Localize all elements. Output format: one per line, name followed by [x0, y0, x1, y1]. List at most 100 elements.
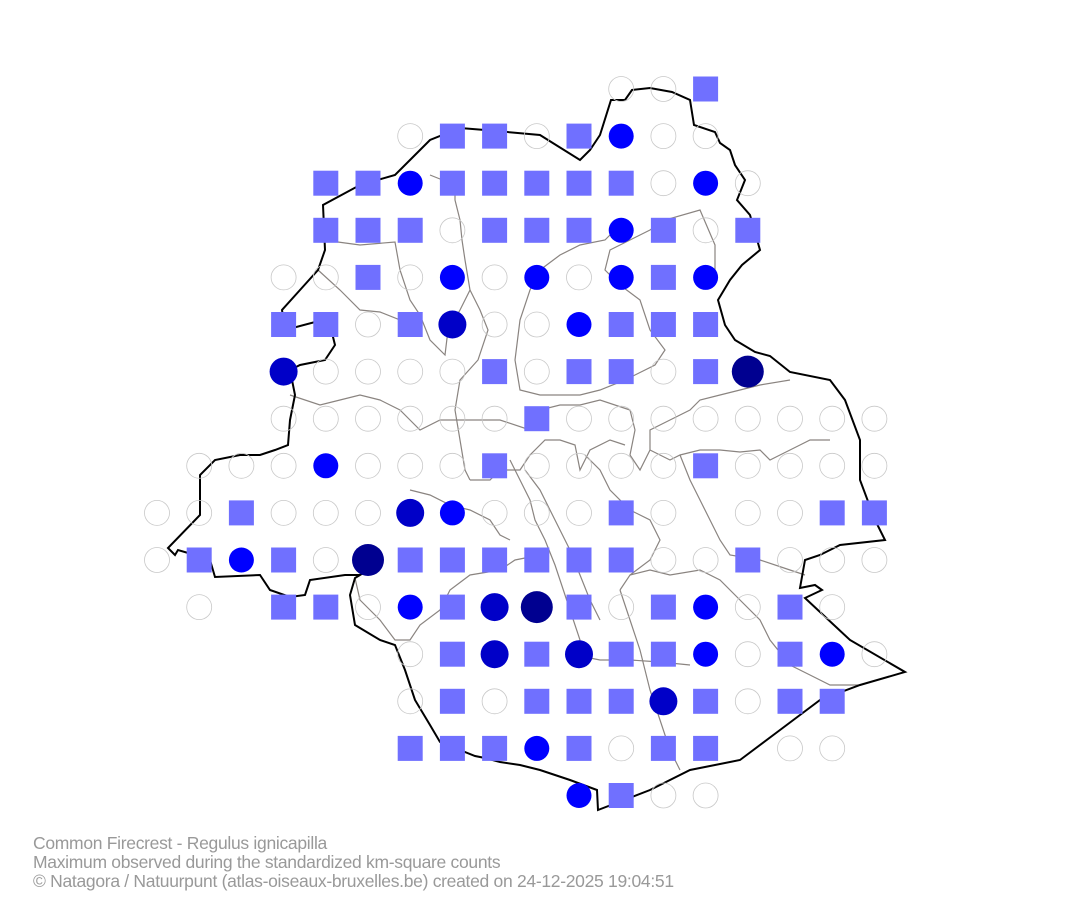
- square-marker: [777, 641, 803, 667]
- municipal-boundary: [584, 454, 661, 591]
- circle-marker-a: [608, 264, 634, 290]
- empty-square-marker: [650, 76, 677, 102]
- square-marker: [397, 735, 423, 761]
- empty-square-marker: [734, 500, 761, 526]
- circle-marker-a: [693, 170, 719, 196]
- circle-marker-a: [524, 735, 550, 761]
- empty-square-marker: [144, 500, 170, 526]
- square-marker: [693, 312, 719, 337]
- square-marker: [482, 735, 508, 761]
- square-marker: [735, 547, 761, 573]
- circle-marker-a: [819, 641, 845, 667]
- square-marker: [693, 453, 719, 479]
- empty-square-marker: [650, 452, 677, 479]
- square-marker: [650, 312, 676, 337]
- empty-square-marker: [312, 547, 339, 573]
- circle-marker-a: [693, 641, 719, 667]
- square-marker: [482, 123, 508, 149]
- square-marker: [355, 217, 381, 243]
- empty-square-marker: [355, 500, 381, 526]
- circle-marker-a: [608, 123, 634, 149]
- square-marker: [566, 123, 592, 149]
- empty-square-marker: [481, 311, 508, 338]
- square-marker: [439, 594, 465, 620]
- empty-square-marker: [397, 123, 424, 150]
- circle-marker-a: [228, 547, 254, 573]
- square-marker: [566, 688, 592, 714]
- empty-square-marker: [650, 170, 677, 197]
- empty-square-marker: [523, 311, 550, 338]
- empty-square-marker: [312, 264, 339, 291]
- square-marker: [524, 217, 550, 243]
- municipal-boundary: [629, 569, 860, 686]
- empty-square-marker: [734, 405, 761, 432]
- distribution-map: [144, 76, 908, 812]
- square-marker: [566, 594, 592, 620]
- circle-marker-c: [520, 591, 553, 624]
- square-marker: [819, 688, 845, 714]
- empty-square-marker: [439, 452, 466, 479]
- square-marker: [355, 264, 381, 290]
- square-marker: [524, 170, 550, 196]
- square-marker: [608, 500, 634, 526]
- empty-square-marker: [481, 264, 508, 291]
- square-marker: [397, 312, 423, 337]
- empty-square-marker: [523, 123, 550, 150]
- empty-square-marker: [777, 405, 803, 432]
- empty-square-marker: [650, 500, 677, 526]
- municipal-boundary: [289, 394, 460, 431]
- species-title: Common Firecrest - Regulus ignicapilla: [33, 833, 327, 853]
- square-marker: [693, 735, 719, 761]
- square-marker: [650, 735, 676, 761]
- empty-square-marker: [650, 782, 677, 809]
- empty-square-marker: [861, 641, 888, 668]
- square-marker: [482, 453, 508, 479]
- circle-marker-a: [313, 453, 339, 479]
- empty-square-marker: [777, 735, 803, 762]
- empty-square-marker: [566, 452, 592, 479]
- empty-square-marker: [734, 594, 761, 620]
- empty-square-marker: [144, 547, 170, 573]
- circle-marker-b: [396, 498, 425, 527]
- square-marker: [650, 217, 676, 243]
- circle-marker-b: [649, 687, 678, 716]
- km-square-markers: [144, 76, 888, 809]
- circle-marker-b: [480, 593, 509, 622]
- circle-marker-c: [352, 544, 384, 576]
- empty-square-marker: [523, 358, 550, 385]
- square-marker: [397, 547, 423, 573]
- square-marker: [524, 547, 550, 573]
- empty-square-marker: [566, 264, 592, 291]
- empty-square-marker: [397, 264, 424, 291]
- empty-square-marker: [777, 547, 803, 573]
- square-marker: [566, 359, 592, 385]
- square-marker: [271, 547, 297, 573]
- circle-marker-a: [566, 783, 592, 808]
- empty-square-marker: [819, 735, 846, 762]
- square-marker: [608, 783, 634, 808]
- empty-square-marker: [397, 358, 424, 385]
- circle-marker-a: [439, 500, 465, 526]
- circle-marker-b: [480, 640, 509, 669]
- empty-square-marker: [608, 76, 635, 102]
- circle-marker-b: [269, 357, 298, 386]
- credit-line: © Natagora / Natuurpunt (atlas-oiseaux-b…: [33, 871, 674, 891]
- empty-square-marker: [439, 405, 466, 432]
- empty-square-marker: [312, 358, 339, 385]
- empty-square-marker: [228, 452, 255, 479]
- square-marker: [693, 359, 719, 385]
- square-marker: [482, 547, 508, 573]
- square-marker: [482, 170, 508, 196]
- circle-marker-a: [397, 594, 423, 620]
- square-marker: [524, 688, 550, 714]
- empty-square-marker: [734, 688, 761, 715]
- square-marker: [608, 688, 634, 714]
- empty-square-marker: [523, 500, 550, 526]
- square-marker: [693, 76, 719, 102]
- municipal-boundary: [460, 379, 791, 472]
- empty-square-marker: [608, 735, 635, 762]
- map-subtitle: Maximum observed during the standardized…: [33, 852, 501, 872]
- square-marker: [650, 641, 676, 667]
- square-marker: [608, 312, 634, 337]
- empty-square-marker: [355, 594, 381, 620]
